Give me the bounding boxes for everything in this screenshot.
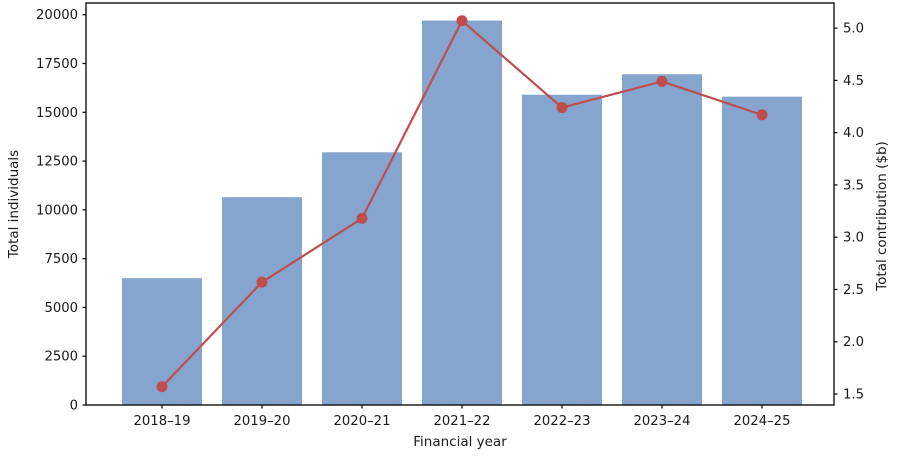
y-left-axis-title: Total individuals xyxy=(6,150,22,259)
x-tick-label: 2024–25 xyxy=(734,414,791,429)
y-right-tick-label: 3.0 xyxy=(843,231,864,246)
y-left-tick-label: 2500 xyxy=(44,350,78,365)
bar-2024–25 xyxy=(722,96,802,405)
y-right-tick-label: 3.5 xyxy=(843,178,864,193)
bar-2023–24 xyxy=(622,74,702,406)
y-left-tick-label: 7500 xyxy=(44,252,78,267)
line-marker-2022–23 xyxy=(556,102,568,114)
y-left-tick-label: 20000 xyxy=(36,8,78,23)
y-right-tick-label: 4.5 xyxy=(843,74,864,89)
line-marker-2019–20 xyxy=(256,276,268,288)
x-tick-label: 2021–22 xyxy=(434,414,491,429)
x-axis-title: Financial year xyxy=(413,434,507,450)
line-marker-2020–21 xyxy=(356,212,368,224)
y-left-tick-label: 12500 xyxy=(36,155,78,170)
y-right-tick-label: 4.0 xyxy=(843,126,864,141)
y-left-tick-label: 5000 xyxy=(44,301,78,316)
bar-2021–22 xyxy=(422,20,502,405)
x-tick-label: 2023–24 xyxy=(634,414,691,429)
y-right-tick-label: 2.5 xyxy=(843,283,864,298)
x-tick-label: 2022–23 xyxy=(534,414,591,429)
line-marker-2024–25 xyxy=(756,109,768,121)
y-right-tick-label: 5.0 xyxy=(843,22,864,37)
y-left-tick-label: 0 xyxy=(70,399,78,414)
y-left-tick-label: 15000 xyxy=(36,106,78,121)
x-tick-label: 2020–21 xyxy=(334,414,391,429)
bar-2020–21 xyxy=(322,152,402,405)
y-right-tick-label: 1.5 xyxy=(843,388,864,403)
line-marker-2018–19 xyxy=(156,381,168,393)
line-marker-2021–22 xyxy=(456,15,468,27)
y-left-tick-label: 10000 xyxy=(36,203,78,218)
y-right-axis-title: Total contribution ($b) xyxy=(874,141,890,292)
y-right-tick-label: 2.0 xyxy=(843,335,864,350)
bar-2022–23 xyxy=(522,94,602,405)
x-tick-label: 2019–20 xyxy=(234,414,291,429)
plot-frame xyxy=(85,2,835,406)
x-tick-label: 2018–19 xyxy=(134,414,191,429)
y-left-tick-label: 17500 xyxy=(36,57,78,72)
bar-2019–20 xyxy=(222,197,302,405)
line-marker-2023–24 xyxy=(656,75,668,87)
